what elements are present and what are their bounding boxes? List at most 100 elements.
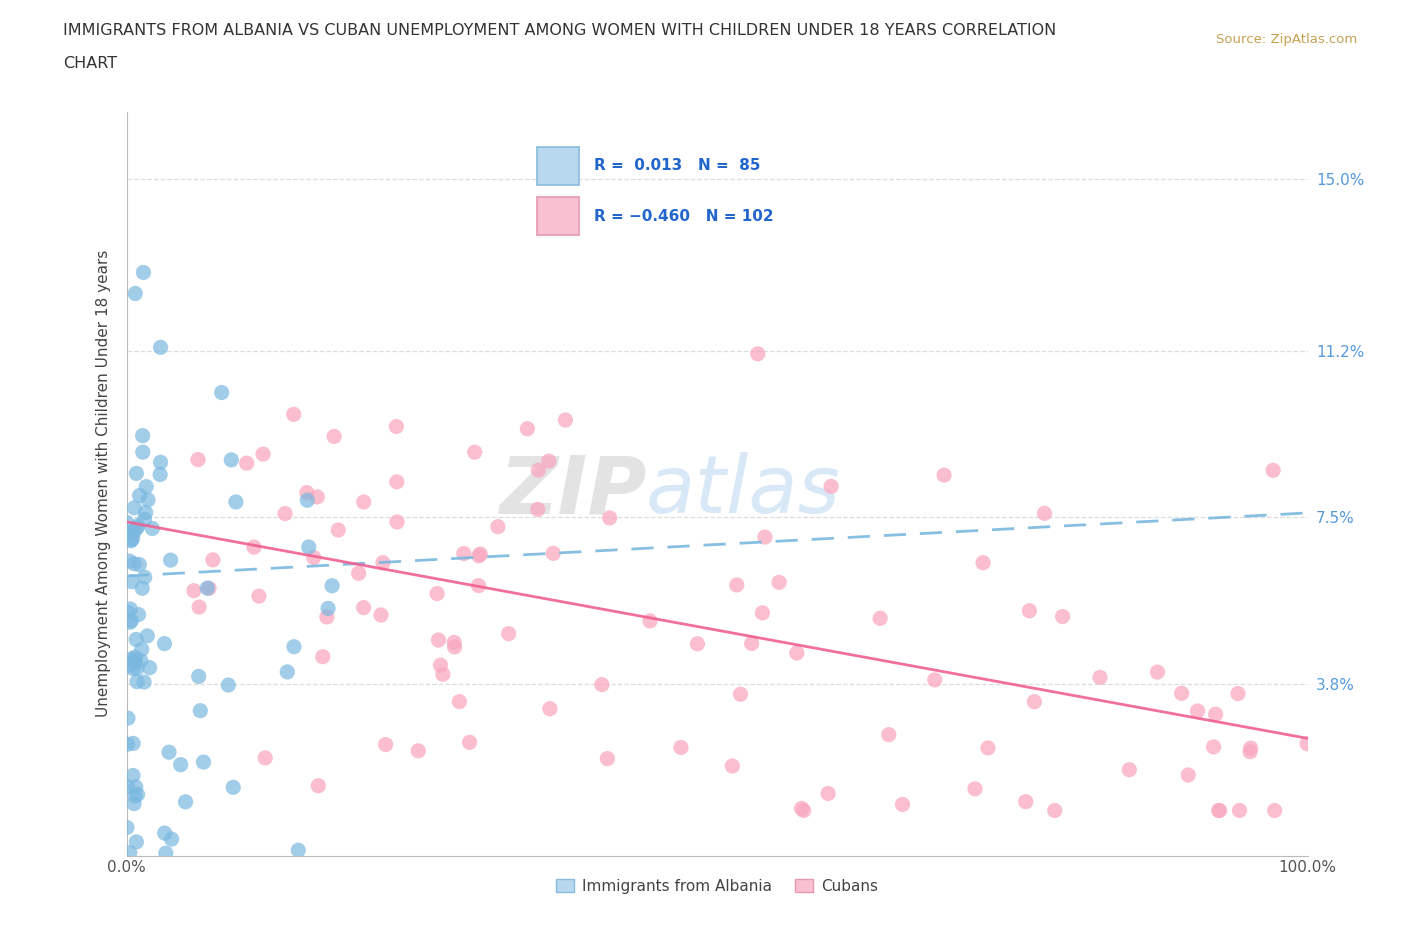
Point [426,586,449,601]
Point [298,539,321,554]
Point [122,736,145,751]
Point [1187,704,1209,719]
Point [122,768,145,783]
Point [141,521,163,536]
Point [222,780,245,795]
Point [136,629,159,644]
Point [1033,506,1056,521]
Point [353,600,375,615]
Point [669,740,692,755]
Point [124,500,146,515]
Point [385,514,408,529]
Point [1227,686,1250,701]
Point [243,539,266,554]
Point [458,735,481,750]
Point [429,658,451,672]
Point [122,661,145,676]
Point [135,479,157,494]
Point [117,658,139,673]
Point [754,530,776,545]
Point [157,745,180,760]
Point [127,518,149,533]
Point [117,711,139,725]
Point [122,796,145,811]
Point [118,845,141,860]
Point [115,515,138,530]
Point [125,674,148,689]
Point [247,589,270,604]
Point [371,555,394,570]
Point [287,843,309,857]
Point [468,549,491,564]
Point [1118,763,1140,777]
Point [1208,804,1230,818]
Point [1261,463,1284,478]
Point [498,626,520,641]
Point [174,794,197,809]
Point [1240,740,1263,755]
Point [374,737,396,752]
Point [131,581,153,596]
Point [323,429,346,444]
Point [118,553,141,568]
Point [730,686,752,701]
Point [1205,707,1227,722]
Point [1088,670,1111,684]
Point [169,757,191,772]
Point [121,651,143,666]
Point [128,607,150,622]
Point [183,583,205,598]
Text: ZIP: ZIP [499,452,647,530]
Point [188,703,211,718]
Point [891,797,914,812]
Point [1024,695,1046,710]
Point [254,751,277,765]
Point [131,428,153,443]
Point [1015,794,1038,809]
Point [295,485,318,500]
Point [741,636,763,651]
Point [129,654,152,669]
Point [599,511,621,525]
Point [596,751,619,766]
Point [977,740,1000,755]
Point [128,557,150,572]
Point [924,672,946,687]
Point [1229,804,1251,818]
Y-axis label: Unemployment Among Women with Children Under 18 years: Unemployment Among Women with Children U… [96,250,111,717]
Point [121,531,143,546]
Point [153,826,176,841]
Text: atlas: atlas [647,452,841,530]
Point [125,466,148,481]
Point [198,581,221,596]
Point [385,474,408,489]
Point [124,653,146,668]
Point [117,779,139,794]
Point [721,759,744,774]
Point [537,454,560,469]
Point [408,743,430,758]
Point [1146,665,1168,680]
Point [120,532,142,547]
Point [453,546,475,561]
Point [117,525,139,539]
Point [312,649,335,664]
Point [138,660,160,675]
Point [160,831,183,846]
Point [149,455,172,470]
Point [125,779,148,794]
Point [432,667,454,682]
Point [932,468,955,483]
Text: IMMIGRANTS FROM ALBANIA VS CUBAN UNEMPLOYMENT AMONG WOMEN WITH CHILDREN UNDER 18: IMMIGRANTS FROM ALBANIA VS CUBAN UNEMPLO… [63,23,1056,38]
Point [134,512,156,526]
Point [1052,609,1074,624]
Point [347,565,370,580]
Point [117,604,139,619]
Point [307,778,329,793]
Point [877,727,900,742]
Point [120,533,142,548]
Point [124,789,146,804]
Point [122,556,145,571]
Point [486,519,509,534]
Point [117,737,139,751]
